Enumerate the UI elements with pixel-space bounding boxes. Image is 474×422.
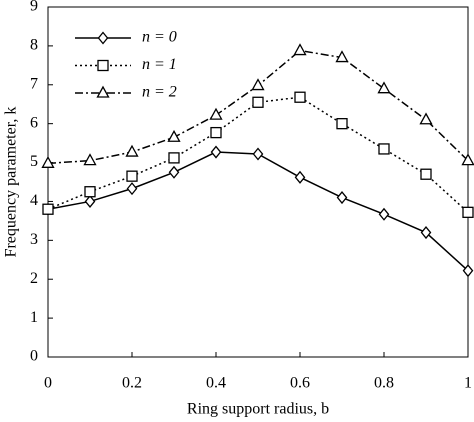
data-point [294, 170, 306, 184]
x-tick-label: 0.8 [374, 375, 394, 392]
y-tick-label: 9 [30, 0, 38, 15]
data-point [167, 129, 181, 142]
legend-marker [97, 31, 109, 45]
plot-frame [47, 6, 469, 358]
data-point [294, 91, 306, 103]
data-point [378, 143, 390, 155]
data-point [42, 203, 54, 215]
y-tick-label: 0 [30, 348, 38, 365]
data-point [168, 165, 180, 179]
legend-label: n = 0 [142, 29, 177, 46]
legend-marker [96, 85, 110, 98]
y-tick-label: 2 [30, 270, 38, 287]
data-point [41, 155, 55, 168]
y-tick-label: 1 [30, 309, 38, 326]
x-tick-label: 0.2 [122, 375, 142, 392]
data-point [126, 182, 138, 196]
legend-label: n = 2 [142, 84, 177, 101]
data-point [336, 118, 348, 130]
data-point [419, 112, 433, 125]
y-tick-label: 5 [30, 153, 38, 170]
data-point [293, 43, 307, 56]
y-tick-label: 8 [30, 37, 38, 54]
legend-marker [97, 59, 109, 72]
x-tick-label: 1 [464, 375, 472, 392]
data-point [336, 191, 348, 205]
data-point [252, 96, 264, 108]
data-point [125, 144, 139, 157]
data-point [126, 170, 138, 182]
data-point [168, 152, 180, 164]
data-point [84, 186, 96, 198]
data-point [335, 50, 349, 63]
data-point [252, 147, 264, 161]
y-axis-label: Frequency parameter, k [3, 107, 20, 258]
series-line [47, 151, 469, 272]
data-point [420, 226, 432, 240]
y-tick-label: 7 [30, 75, 38, 92]
x-axis-label: Ring support radius, b [187, 401, 329, 418]
data-point [209, 107, 223, 120]
legend-label: n = 1 [142, 56, 177, 73]
data-point [84, 194, 96, 208]
data-point [462, 206, 474, 218]
x-tick-label: 0.6 [290, 375, 310, 392]
data-point [377, 81, 391, 94]
y-tick-label: 3 [30, 231, 38, 248]
data-point [251, 78, 265, 91]
data-point [83, 153, 97, 166]
data-point [210, 145, 222, 159]
x-tick-label: 0.4 [206, 375, 226, 392]
y-tick-label: 6 [30, 114, 38, 131]
y-tick-label: 4 [30, 192, 38, 209]
data-point [210, 126, 222, 139]
x-tick-label: 0 [44, 375, 52, 392]
data-point [420, 168, 432, 180]
data-point [461, 153, 474, 166]
data-point [462, 264, 474, 278]
data-point [378, 207, 390, 221]
